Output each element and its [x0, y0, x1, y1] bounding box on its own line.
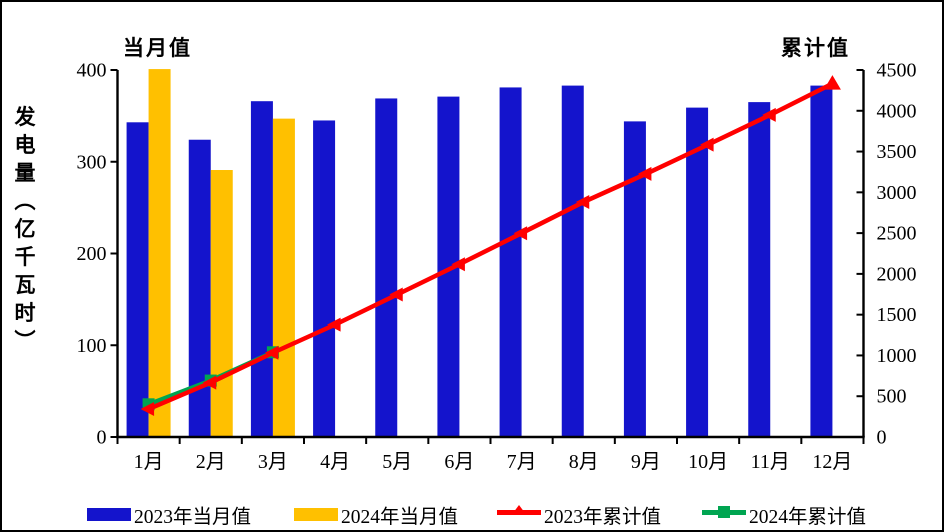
x-axis-category-label: 9月 — [631, 451, 661, 473]
legend-label: 2023年当月值 — [134, 506, 252, 528]
x-axis-category-label: 8月 — [569, 451, 599, 473]
bar-2023年当月值-12月 — [810, 85, 833, 437]
legend-item-2023-monthly: 2023年当月值 — [87, 501, 252, 528]
x-axis-category-label: 10月 — [688, 451, 728, 473]
left-axis-tick-label: 100 — [77, 335, 107, 357]
bar-2023年当月值-8月 — [561, 85, 584, 437]
right-axis-tick-label: 3500 — [877, 141, 917, 163]
bar-2023年当月值-11月 — [748, 102, 771, 438]
marker-triangle — [264, 345, 279, 360]
bar-2023年当月值-2月 — [188, 139, 211, 438]
y-axis-title-char: 千 — [14, 245, 36, 269]
y-axis-title: 发电量 ︵ 亿千瓦时 ︶ — [10, 103, 40, 355]
right-axis-tick-label: 0 — [877, 427, 887, 449]
x-axis-category-label: 12月 — [812, 451, 852, 473]
bars-2023年当月值 — [126, 85, 833, 438]
left-axis-tick-label: 200 — [77, 243, 107, 265]
y-axis-title-char: 量 — [14, 161, 36, 185]
marker-triangle — [823, 75, 841, 90]
bar-2023年当月值-4月 — [313, 120, 336, 438]
legend-swatch-2023-cumulative — [497, 503, 541, 526]
legend-label: 2024年累计值 — [749, 506, 867, 528]
marker-triangle — [700, 137, 714, 152]
y-axis-title-char: ︶ — [14, 329, 36, 353]
x-axis-category-label: 7月 — [507, 451, 537, 473]
y-axis-title-char: 亿 — [14, 217, 36, 241]
right-axis-tick-label: 500 — [877, 386, 907, 408]
left-axis-ticks: 0 100 200 300 400 — [77, 60, 118, 449]
y-axis-title-char: 瓦 — [14, 273, 36, 297]
bar-2023年当月值-7月 — [499, 87, 522, 438]
bar-2023年当月值-1月 — [126, 122, 149, 438]
legend-swatch-2024-monthly — [294, 507, 338, 521]
bar-2024年当月值-3月 — [272, 118, 295, 437]
marker-triangle — [575, 194, 590, 209]
x-axis-category-label: 6月 — [444, 451, 474, 473]
x-axis-category-label: 11月 — [751, 451, 790, 473]
left-axis-tick-label: 300 — [77, 151, 107, 173]
legend-line-triangle-icon — [497, 504, 541, 515]
right-axis-tick-label: 2000 — [877, 263, 917, 285]
right-axis-tick-label: 3000 — [877, 182, 917, 204]
bars-2024年当月值 — [148, 69, 295, 438]
marker-triangle — [202, 375, 217, 390]
x-axis-category-label: 3月 — [258, 451, 288, 473]
bar-2023年当月值-9月 — [623, 121, 646, 437]
bar-2023年当月值-3月 — [250, 101, 273, 437]
marker-triangle — [762, 107, 776, 122]
right-axis-header: 累计值 — [781, 36, 850, 60]
legend-item-2024-monthly: 2024年当月值 — [294, 501, 459, 528]
bar-2024年当月值-1月 — [148, 69, 171, 438]
legend-line-square-icon — [702, 505, 746, 518]
legend-label: 2024年当月值 — [341, 506, 459, 528]
x-axis-category-label: 5月 — [382, 451, 412, 473]
bar-2024年当月值-2月 — [210, 170, 233, 437]
bar-2023年当月值-5月 — [375, 98, 398, 437]
x-axis-category-label: 1月 — [134, 451, 164, 473]
right-axis-tick-label: 2500 — [877, 223, 917, 245]
y-axis-title-char: 时 — [14, 301, 36, 325]
right-axis-tick-label: 4000 — [877, 100, 917, 122]
marker-triangle — [451, 257, 465, 272]
right-axis-tick-label: 1000 — [877, 345, 917, 367]
x-axis-category-label: 4月 — [320, 451, 350, 473]
right-axis-tick-label: 4500 — [877, 60, 917, 82]
y-axis-title-char: 发 — [14, 105, 36, 129]
left-axis-tick-label: 0 — [97, 427, 107, 449]
right-axis-tick-label: 1500 — [877, 304, 917, 326]
y-axis-title-char: 电 — [14, 133, 36, 157]
y-axis-title-char: ︵ — [14, 189, 36, 213]
marker-triangle — [140, 402, 155, 417]
bar-2023年当月值-6月 — [437, 96, 460, 438]
marker-triangle — [327, 317, 341, 332]
x-axis-ticks: 1月 2月 3月 4月 5月 6月 7月 8月 9月 10月 11月 12月 — [116, 437, 865, 473]
legend-swatch-2024-cumulative — [702, 503, 746, 526]
right-axis-ticks: 0 500 1000 1500 2000 2500 3000 3500 4000 4500 — [856, 60, 917, 449]
marker-triangle — [513, 226, 528, 241]
marker-triangle — [389, 287, 403, 302]
legend-item-2024-cumulative: 2024年累计值 — [702, 501, 867, 528]
legend-item-2023-cumulative: 2023年累计值 — [497, 501, 662, 528]
legend-swatch-2023-monthly — [87, 507, 131, 521]
legend-label: 2023年累计值 — [544, 506, 662, 528]
marker-triangle — [637, 166, 652, 181]
left-axis-tick-label: 400 — [77, 60, 107, 82]
x-axis-category-label: 2月 — [196, 451, 226, 473]
line-2023年累计值 — [140, 75, 841, 417]
left-axis-header: 当月值 — [123, 36, 192, 60]
bar-2023年当月值-10月 — [686, 107, 709, 438]
